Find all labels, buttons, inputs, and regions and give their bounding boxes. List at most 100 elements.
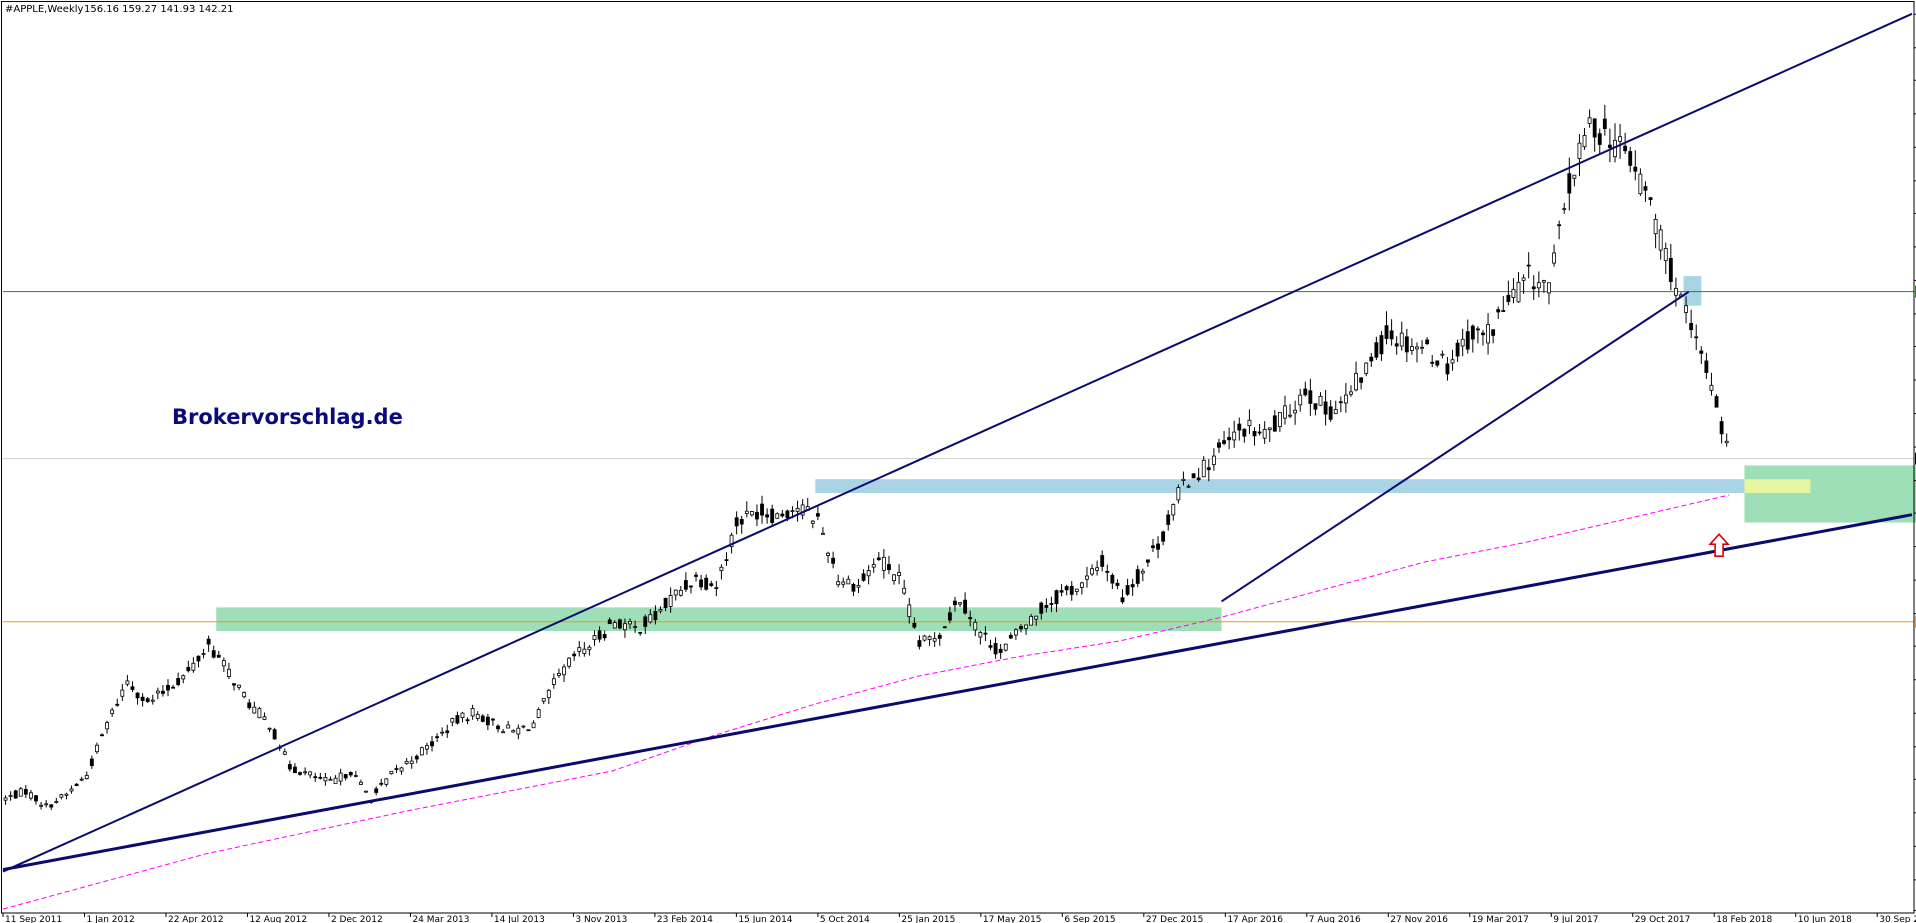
candle [135, 692, 140, 705]
candle [1191, 473, 1196, 479]
candle [1719, 416, 1724, 444]
candle [714, 580, 719, 597]
candle [191, 657, 196, 673]
candle [384, 778, 389, 787]
candle [623, 618, 627, 638]
candle [13, 789, 18, 799]
candle [506, 720, 511, 729]
candle [1105, 564, 1110, 582]
candle [734, 511, 739, 535]
candle [29, 789, 33, 801]
candle [973, 618, 978, 637]
candle [1450, 349, 1455, 371]
candle [607, 617, 612, 625]
candle [232, 683, 236, 691]
candle [1288, 404, 1292, 419]
trendline-0[interactable] [2, 12, 1913, 873]
candle [237, 684, 242, 691]
candle [1013, 628, 1018, 640]
candle [1008, 632, 1013, 640]
candle [54, 797, 59, 804]
candle [221, 657, 226, 672]
candle [638, 631, 643, 636]
candle [826, 551, 830, 564]
candle [394, 764, 399, 773]
trendline-1[interactable] [2, 513, 1913, 872]
candle [1582, 128, 1587, 150]
candle [455, 711, 460, 725]
candle [866, 565, 871, 585]
candle [765, 508, 770, 524]
candle [897, 564, 902, 585]
candle [1460, 328, 1465, 357]
candle [130, 681, 135, 693]
candle [673, 589, 678, 601]
candle [963, 592, 968, 615]
x-tick-label: 27 Dec 2015 [1146, 915, 1204, 923]
candle [1440, 350, 1445, 359]
x-tick-label: 7 Aug 2016 [1309, 915, 1361, 923]
candle [34, 795, 38, 805]
candle [1602, 104, 1607, 136]
candle [1552, 244, 1556, 267]
candle [282, 748, 287, 756]
candle [69, 785, 74, 794]
trendline-2[interactable] [1220, 291, 1690, 603]
candle [1333, 400, 1338, 415]
candle [1044, 598, 1049, 613]
candle [1415, 342, 1419, 363]
candle [414, 754, 419, 764]
candle [704, 574, 709, 591]
candle [201, 648, 206, 659]
candle [1085, 566, 1089, 588]
candle [430, 735, 434, 752]
candle [760, 495, 764, 524]
candle [1257, 423, 1262, 436]
candle [1323, 389, 1328, 426]
candle [1354, 361, 1358, 392]
candle [983, 626, 988, 642]
candle [161, 685, 165, 697]
candle [1272, 410, 1277, 432]
candle [84, 771, 89, 780]
candle [1567, 157, 1572, 211]
x-tick-label: 19 Mar 2017 [1472, 915, 1529, 923]
candle [1156, 536, 1160, 559]
candle [1658, 224, 1663, 260]
candle [166, 679, 170, 697]
watermark-text: Brokervorschlag.de [172, 405, 403, 429]
candle [308, 771, 313, 779]
candle [912, 617, 917, 629]
candle [947, 606, 952, 624]
candle [775, 512, 780, 519]
candle [1399, 321, 1404, 351]
up-arrow-icon [1708, 533, 1730, 558]
candle [1069, 581, 1074, 601]
candle [1501, 296, 1506, 312]
candle [1592, 118, 1597, 152]
candle [247, 699, 252, 710]
candle [1455, 339, 1460, 362]
candle [1130, 578, 1135, 596]
candle [1145, 559, 1150, 567]
candle [262, 712, 267, 720]
candle [115, 698, 120, 707]
candle [267, 727, 272, 732]
candle [1196, 467, 1201, 482]
candle [1140, 568, 1145, 582]
candle [496, 724, 500, 733]
candle [1541, 279, 1546, 293]
x-tick-label: 17 Apr 2016 [1227, 915, 1283, 923]
candle [836, 574, 841, 588]
candle [1547, 282, 1551, 305]
x-tick-label: 1 Jan 2012 [86, 915, 134, 923]
candle [1409, 338, 1414, 355]
candle [1151, 538, 1155, 553]
candle [1394, 336, 1399, 355]
candle [450, 717, 455, 727]
candle [846, 575, 851, 585]
candle [1343, 383, 1348, 413]
x-tick-label: 2 Dec 2012 [331, 915, 383, 923]
